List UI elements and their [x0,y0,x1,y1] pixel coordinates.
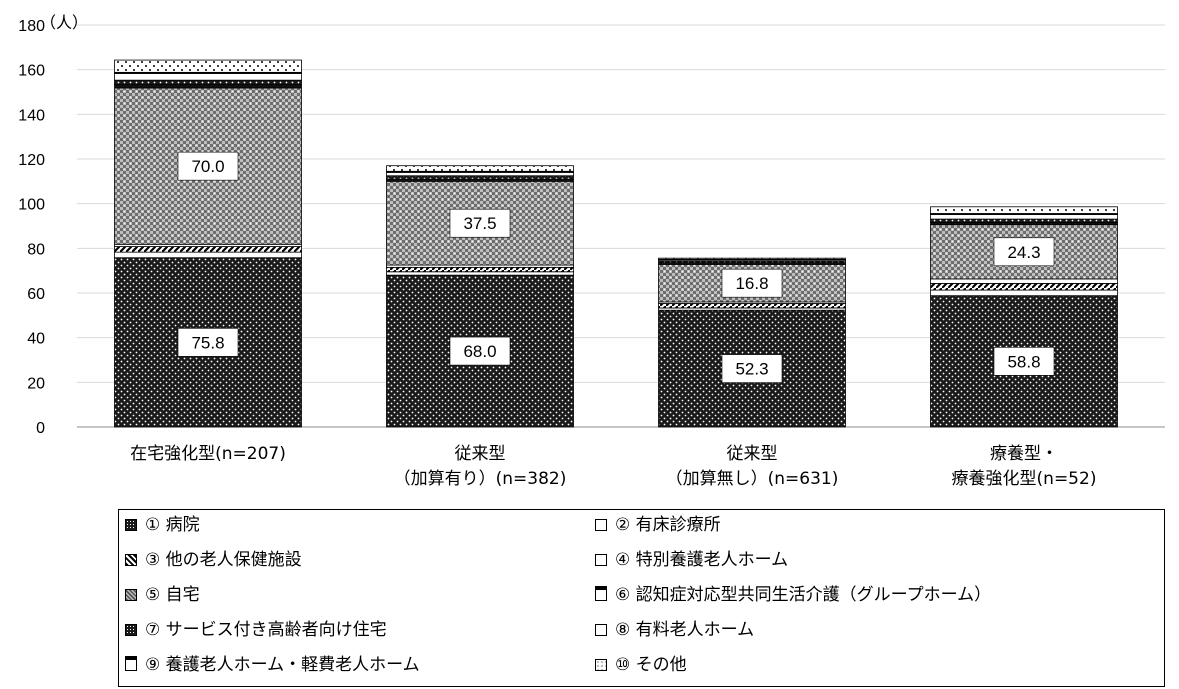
data-label-box [177,328,239,357]
bar-segment [386,271,574,276]
bar-segment [386,171,574,177]
data-label: 75.8 [191,333,224,352]
legend-label: ⑤ 自宅 [145,585,200,605]
x-category-label: 療養型・ [990,444,1058,464]
legend-item: ② 有床診療所 [595,515,721,535]
data-label-box [993,237,1055,267]
bar-segment [930,206,1118,214]
x-category-label: 在宅強化型(n=207) [130,444,286,464]
legend-label: ⑨ 養護老人ホーム・軽費老人ホーム [145,655,420,675]
x-category-label: 従来型 [727,444,778,464]
x-category-label: 療養強化型(n=52) [952,469,1097,489]
legend: ① 病院 ② 有床診療所 ③ 他の老人保健施設 ④ 特別養護老人ホーム ⑤ 自宅 ⑥ 認知… [118,509,1165,687]
legend-swatch [595,624,607,636]
bar-segment [386,266,574,273]
y-tick-label: 120 [18,152,45,169]
legend-swatch [595,519,607,531]
bar-segment [386,175,574,180]
bar-segment [658,303,846,309]
data-label-box [449,208,511,238]
data-label: 16.8 [735,274,768,293]
legend-label: ⑥ 認知症対応型共同生活介護（グループホーム） [615,585,992,605]
bar-segment [114,59,302,73]
y-unit-label: （人） [40,14,88,32]
x-category-label: （加算有り）(n=382) [394,469,567,489]
y-tick-label: 40 [27,331,45,348]
data-label-box [721,354,783,383]
legend-label: ③ 他の老人保健施設 [145,550,302,570]
legend-item: ⑨ 養護老人ホーム・軽費老人ホーム [125,655,420,675]
bar-segment [658,257,846,260]
legend-item: ① 病院 [125,515,200,535]
data-label: 68.0 [463,342,496,361]
legend-item: ⑥ 認知症対応型共同生活介護（グループホーム） [595,585,991,605]
y-tick-label: 20 [27,375,45,392]
legend-item: ⑤ 自宅 [125,585,200,605]
x-category-label: （加算無し）(n=631) [666,469,839,489]
legend-label: ④ 特別養護老人ホーム [615,550,789,570]
data-label: 58.8 [1007,352,1040,371]
bar-segment [114,79,302,86]
legend-item: ⑧ 有料老人ホーム [595,620,754,640]
legend-label: ② 有床診療所 [615,515,721,535]
bar-segment [930,278,1118,284]
y-tick-label: 100 [18,197,45,214]
y-tick-label: 0 [36,420,45,437]
legend-swatch [125,519,137,531]
legend-label: ⑧ 有料老人ホーム [615,620,755,640]
legend-swatch [595,586,607,601]
y-tick-label: 140 [18,107,45,124]
legend-swatch [125,656,137,671]
legend-item: ④ 特別養護老人ホーム [595,550,788,570]
data-label: 37.5 [463,214,496,233]
legend-swatch [125,624,137,636]
legend-label: ① 病院 [145,515,200,535]
bar-segment [114,84,302,89]
y-tick-label: 60 [27,286,45,303]
stacked-bar-chart: 0 20 40 60 80 100 120 140 160 180 75.8 68.0 52.3 58.… [18,14,1165,489]
legend-swatch [595,659,607,671]
legend-item: ⑩ その他 [595,655,687,675]
x-category-label: 従来型 [455,444,506,464]
y-tick-label: 80 [27,241,45,258]
bar-segment [930,282,1118,291]
bar-segment [114,246,302,253]
bar-segment [930,218,1118,223]
bar-segment [386,165,574,172]
bar-segment [930,289,1118,297]
data-label: 52.3 [735,360,768,379]
legend-label: ⑦ サービス付き高齢者向け住宅 [145,620,387,640]
bar-segment [114,73,302,81]
legend-label: ⑩ その他 [615,655,687,675]
data-label-box [449,336,511,366]
data-label: 24.3 [1007,243,1040,262]
data-label-box [177,151,239,181]
data-label: 70.0 [191,157,224,176]
bar-segment [930,214,1118,220]
data-label-box [721,268,783,298]
data-label-box [993,347,1055,376]
y-tick-label: 160 [18,63,45,80]
legend-swatch [595,554,607,566]
bar-segment [114,251,302,259]
legend-swatch [125,554,137,566]
legend-item: ⑦ サービス付き高齢者向け住宅 [125,620,387,640]
legend-swatch [125,589,137,601]
legend-item: ③ 他の老人保健施設 [125,550,302,570]
y-tick-label: 180 [18,18,45,35]
